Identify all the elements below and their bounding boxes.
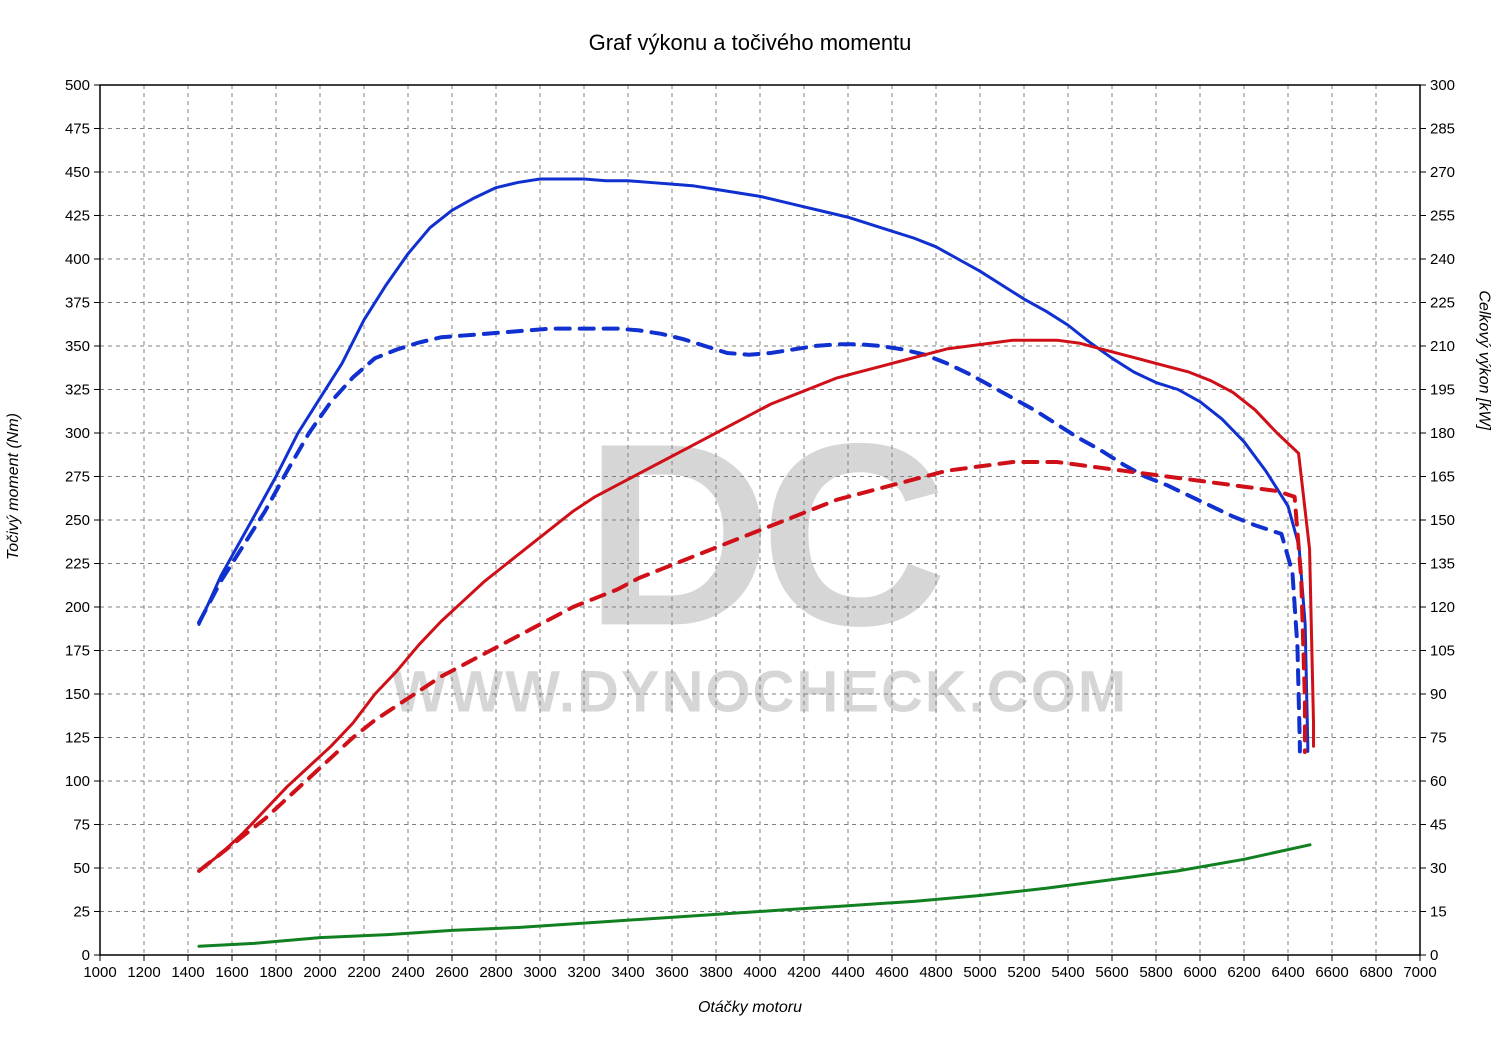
- y-right-tick-label: 105: [1430, 643, 1455, 660]
- y-right-tick-label: 150: [1430, 512, 1455, 529]
- y-left-tick-label: 0: [82, 947, 90, 964]
- y-left-tick-label: 150: [65, 686, 90, 703]
- y-left-tick-label: 350: [65, 338, 90, 355]
- y-left-tick-label: 475: [65, 121, 90, 138]
- x-tick-label: 3400: [611, 964, 644, 981]
- y-right-tick-label: 240: [1430, 251, 1455, 268]
- y-right-tick-label: 180: [1430, 425, 1455, 442]
- y-right-tick-label: 120: [1430, 599, 1455, 616]
- y-left-tick-label: 300: [65, 425, 90, 442]
- x-tick-label: 1800: [259, 964, 292, 981]
- y-left-tick-label: 275: [65, 469, 90, 486]
- x-tick-label: 2000: [303, 964, 336, 981]
- y-left-tick-label: 75: [73, 817, 90, 834]
- x-tick-label: 4800: [919, 964, 952, 981]
- x-tick-label: 1200: [127, 964, 160, 981]
- x-tick-label: 6600: [1315, 964, 1348, 981]
- x-tick-label: 2400: [391, 964, 424, 981]
- y-right-tick-label: 285: [1430, 121, 1455, 138]
- y-left-tick-label: 225: [65, 556, 90, 573]
- y-left-tick-label: 425: [65, 208, 90, 225]
- x-tick-label: 2800: [479, 964, 512, 981]
- y-left-tick-label: 100: [65, 773, 90, 790]
- x-tick-label: 5800: [1139, 964, 1172, 981]
- y-left-tick-label: 175: [65, 643, 90, 660]
- x-tick-label: 5600: [1095, 964, 1128, 981]
- x-tick-label: 1000: [83, 964, 116, 981]
- y-right-tick-label: 60: [1430, 773, 1447, 790]
- y-right-tick-label: 300: [1430, 77, 1455, 94]
- x-tick-label: 3800: [699, 964, 732, 981]
- x-tick-label: 4200: [787, 964, 820, 981]
- y-left-tick-label: 400: [65, 251, 90, 268]
- x-tick-label: 6200: [1227, 964, 1260, 981]
- y-right-tick-label: 270: [1430, 164, 1455, 181]
- x-tick-label: 7000: [1403, 964, 1436, 981]
- x-tick-label: 3200: [567, 964, 600, 981]
- y-right-tick-label: 45: [1430, 817, 1447, 834]
- y-left-tick-label: 500: [65, 77, 90, 94]
- y-left-tick-label: 50: [73, 860, 90, 877]
- y-left-tick-label: 325: [65, 382, 90, 399]
- y-left-tick-label: 200: [65, 599, 90, 616]
- y-right-tick-label: 75: [1430, 730, 1447, 747]
- y-right-tick-label: 210: [1430, 338, 1455, 355]
- y-right-tick-label: 255: [1430, 208, 1455, 225]
- y-left-tick-label: 25: [73, 904, 90, 921]
- x-tick-label: 4400: [831, 964, 864, 981]
- y-right-tick-label: 0: [1430, 947, 1438, 964]
- y-right-tick-label: 165: [1430, 469, 1455, 486]
- y-right-tick-label: 90: [1430, 686, 1447, 703]
- x-tick-label: 6000: [1183, 964, 1216, 981]
- y-right-tick-label: 195: [1430, 382, 1455, 399]
- y-left-tick-label: 450: [65, 164, 90, 181]
- x-tick-label: 2200: [347, 964, 380, 981]
- y-right-tick-label: 135: [1430, 556, 1455, 573]
- x-tick-label: 4600: [875, 964, 908, 981]
- y-right-tick-label: 30: [1430, 860, 1447, 877]
- x-tick-label: 5400: [1051, 964, 1084, 981]
- x-tick-label: 3600: [655, 964, 688, 981]
- dyno-chart: DCWWW.DYNOCHECK.COM100012001400160018002…: [0, 0, 1500, 1041]
- x-tick-label: 5000: [963, 964, 996, 981]
- x-tick-label: 6800: [1359, 964, 1392, 981]
- watermark-logo: DC: [584, 390, 943, 680]
- y-right-tick-label: 225: [1430, 295, 1455, 312]
- x-tick-label: 6400: [1271, 964, 1304, 981]
- y-left-tick-label: 250: [65, 512, 90, 529]
- x-tick-label: 3000: [523, 964, 556, 981]
- x-tick-label: 1400: [171, 964, 204, 981]
- x-tick-label: 4000: [743, 964, 776, 981]
- y-right-tick-label: 15: [1430, 904, 1447, 921]
- y-left-tick-label: 125: [65, 730, 90, 747]
- x-tick-label: 2600: [435, 964, 468, 981]
- y-left-tick-label: 375: [65, 295, 90, 312]
- x-tick-label: 1600: [215, 964, 248, 981]
- x-tick-label: 5200: [1007, 964, 1040, 981]
